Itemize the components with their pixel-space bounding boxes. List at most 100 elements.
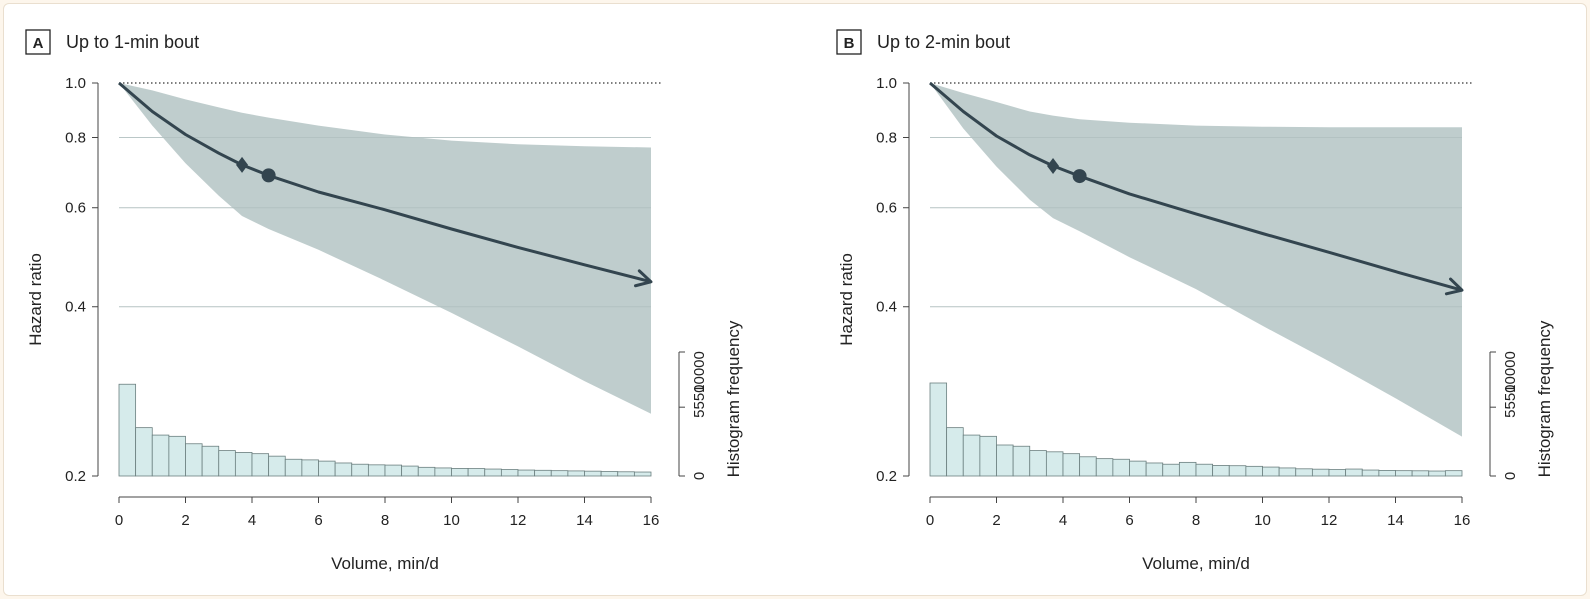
histogram-bar [268,455,286,477]
y2-axis-title: Histogram frequency [724,320,743,477]
histogram-bar [584,470,602,477]
histogram-bar [201,445,220,477]
histogram-bar [1045,451,1064,477]
histogram-bar [1311,468,1330,477]
x-axis-title: Volume, min/d [331,554,439,573]
histogram-bar [500,469,519,477]
x-tick-label: 14 [1387,512,1404,529]
histogram-bar [251,453,270,477]
line-arrowhead [633,269,653,288]
histogram-bar [1345,468,1363,477]
panel-letter-box [836,29,862,55]
histogram-bar [1029,450,1047,477]
histogram-bar [1228,465,1247,477]
histogram-bar [1079,456,1097,477]
x-tick-label: 2 [992,512,1000,529]
x-tick-label: 2 [181,512,189,529]
confidence-band [930,83,1462,437]
hazard-ratio-line [118,81,652,284]
histogram-bar [1212,465,1230,477]
histogram-bar [334,462,353,477]
x-tick-label: 8 [1192,512,1200,529]
x-tick-label: 4 [1059,512,1067,529]
x-tick-label: 10 [1254,512,1271,529]
panel-title: Up to 2-min bout [877,32,1010,52]
histogram-bar [1129,460,1147,477]
y2-tick-label: 5550 [1502,384,1519,417]
histogram-bar [633,471,652,477]
histogram-bar [417,466,436,477]
x-tick-label: 8 [381,512,389,529]
histogram-bar [1278,467,1297,477]
histogram-bar [484,468,502,477]
histogram-bar [434,467,452,477]
histogram-bar [451,468,469,477]
y-tick-label: 0.8 [876,129,897,146]
histogram-bar [467,468,486,477]
line-arrowhead [1444,277,1464,296]
diamond-marker [1047,157,1060,174]
histogram-bar [567,470,585,477]
histogram-bar [367,464,386,477]
histogram-bar [617,471,635,477]
histogram-bar [550,470,569,477]
x-tick-label: 14 [576,512,593,529]
histogram-bar [517,469,536,477]
histogram-bar [1145,462,1164,477]
x-tick-label: 6 [314,512,322,529]
y2-tick-label: 0 [691,472,708,480]
y2-tick-label: 10000 [691,351,708,393]
histogram-bar [218,450,236,477]
y-tick-label: 0.8 [65,129,86,146]
y-axis-title: Hazard ratio [26,253,45,346]
histogram-bar [301,459,319,477]
histogram-bar [534,469,552,477]
panel-letter: B [844,35,855,52]
histogram-bar [1328,469,1347,477]
x-tick-label: 4 [248,512,256,529]
diamond-marker [236,156,249,173]
histogram-bar [1112,458,1130,477]
histogram-bar [318,460,336,477]
histogram-bar [1395,470,1413,477]
histogram-bar [1378,470,1396,477]
y-tick-label: 0.4 [876,299,897,316]
histogram-bar [401,465,419,477]
y2-tick-label: 0 [1502,472,1519,480]
y-tick-label: 0.2 [876,468,897,485]
confidence-band [119,83,651,414]
y-tick-label: 0.4 [65,299,86,316]
histogram-bar [151,434,170,477]
y2-tick-label: 5550 [691,384,708,417]
histogram-bar [1012,445,1031,477]
histogram-bar [962,434,981,477]
histogram-bar [168,435,186,477]
histogram-bar [118,383,137,477]
panel-title: Up to 1-min bout [66,32,199,52]
histogram-bar [1095,458,1114,477]
histogram-bar [1245,465,1263,477]
x-tick-label: 10 [443,512,460,529]
x-tick-label: 6 [1125,512,1133,529]
y-axis-title: Hazard ratio [837,253,856,346]
histogram-bar [1428,470,1446,477]
histogram-bar [284,458,303,477]
y-tick-label: 0.6 [876,200,897,217]
histogram-bar [1062,453,1081,477]
x-tick-label: 16 [1454,512,1471,529]
hazard-ratio-line [929,81,1463,292]
x-tick-label: 12 [1321,512,1338,529]
circle-marker [261,168,276,183]
y-tick-label: 1.0 [876,75,897,92]
x-tick-label: 16 [643,512,660,529]
histogram-bar [1262,466,1280,477]
histogram-bar [135,427,153,477]
histogram-bar [1195,463,1214,477]
histogram-bar [946,427,964,477]
panel-letter-box [25,29,51,55]
histogram-bar [384,464,403,477]
y-tick-label: 1.0 [65,75,86,92]
